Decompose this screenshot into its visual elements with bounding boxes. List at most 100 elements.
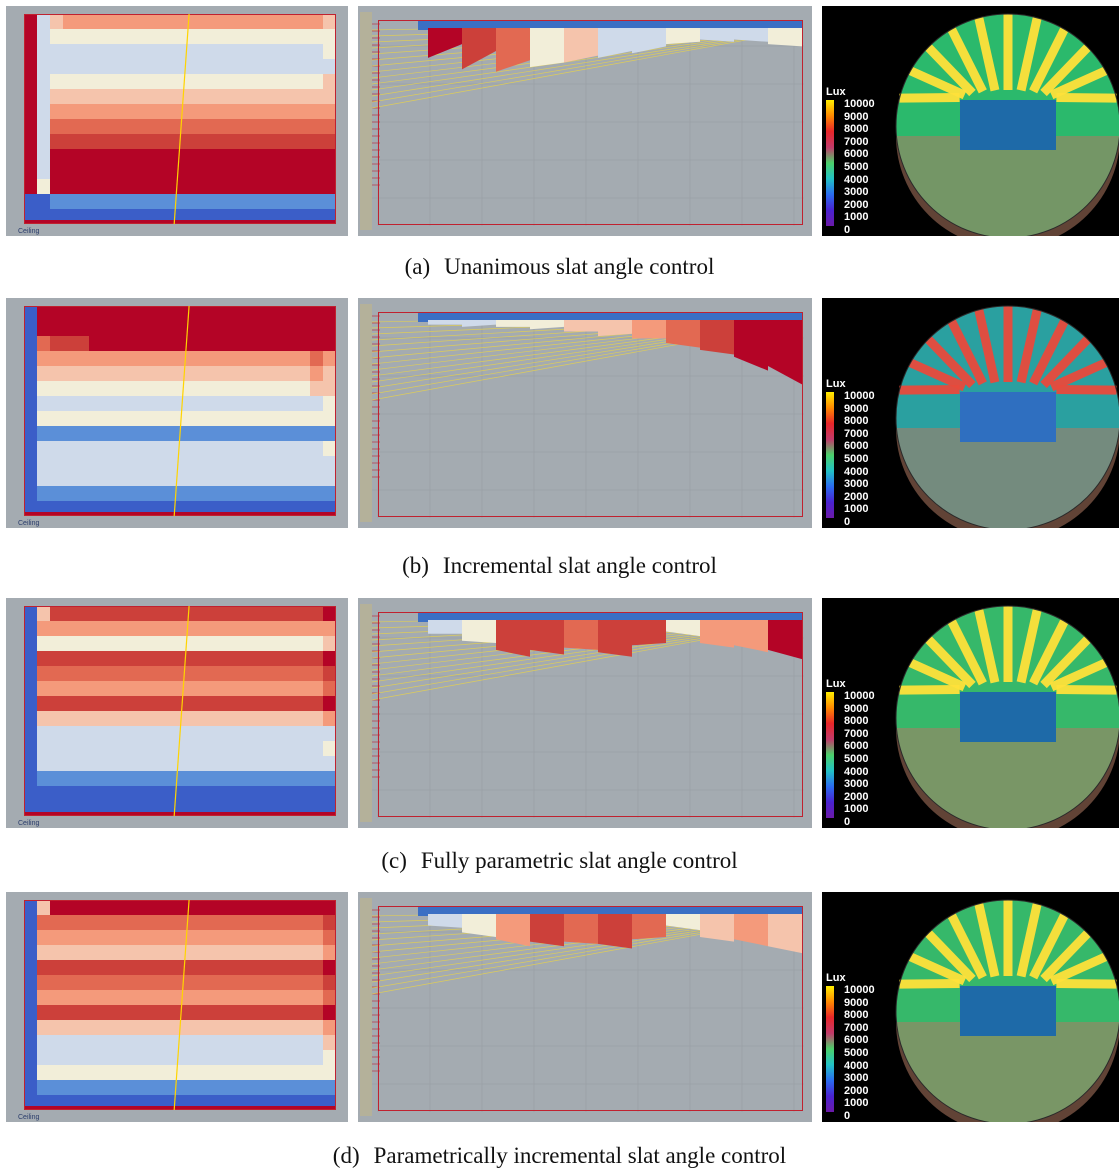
legend-tick: 4000 bbox=[844, 1059, 869, 1072]
heatmap-cell bbox=[271, 426, 285, 442]
heatmap-cell bbox=[167, 351, 181, 367]
heatmap-cell bbox=[245, 681, 259, 697]
illuminance-band bbox=[496, 914, 530, 947]
heatmap-cell bbox=[193, 164, 207, 180]
heatmap-cell bbox=[206, 441, 220, 457]
heatmap-svg bbox=[24, 14, 336, 224]
sun-beam bbox=[908, 952, 967, 986]
heatmap-cell bbox=[115, 411, 129, 427]
heatmap-cell bbox=[154, 975, 168, 991]
heatmap-cell bbox=[206, 486, 220, 502]
heatmap-cell bbox=[89, 471, 103, 487]
heatmap-cell bbox=[206, 1080, 220, 1096]
heatmap-cell bbox=[141, 975, 155, 991]
sun-beam bbox=[1040, 44, 1091, 97]
illuminance-band bbox=[462, 320, 496, 327]
illuminance-band bbox=[462, 914, 496, 937]
heatmap-cell bbox=[271, 179, 285, 195]
heatmap-cell bbox=[284, 134, 298, 150]
heatmap-cell bbox=[102, 441, 116, 457]
heatmap-cell bbox=[102, 900, 116, 916]
legend-unit: Lux bbox=[826, 678, 846, 690]
heatmap-cell bbox=[167, 900, 181, 916]
heatmap-cell bbox=[258, 104, 272, 120]
heatmap-cell bbox=[219, 306, 233, 322]
heatmap-cell bbox=[323, 741, 336, 757]
heatmap-cell bbox=[24, 756, 38, 772]
heatmap-cell bbox=[193, 756, 207, 772]
heatmap-cell bbox=[271, 696, 285, 712]
heatmap-cell bbox=[128, 1035, 142, 1051]
illuminance-band bbox=[564, 914, 598, 944]
heatmap-cell bbox=[245, 149, 259, 165]
heatmap-cell bbox=[24, 44, 38, 60]
caption-label: (c) bbox=[381, 848, 407, 873]
heatmap-cell bbox=[310, 351, 324, 367]
heatmap-cell bbox=[180, 471, 194, 487]
heatmap-cell bbox=[50, 1035, 64, 1051]
heatmap-cell bbox=[193, 149, 207, 165]
heatmap-cell bbox=[128, 606, 142, 622]
heatmap-cell bbox=[115, 666, 129, 682]
heatmap-cell bbox=[284, 426, 298, 442]
heatmap-cell bbox=[37, 975, 51, 991]
heatmap-cell bbox=[180, 321, 194, 337]
heatmap-cell bbox=[219, 351, 233, 367]
illuminance-band bbox=[564, 620, 598, 650]
heatmap-cell bbox=[180, 411, 194, 427]
legend-tick: 0 bbox=[844, 224, 851, 236]
legend-tick: 10000 bbox=[844, 98, 875, 110]
heatmap-cell bbox=[258, 74, 272, 90]
heatmap-cell bbox=[167, 990, 181, 1006]
heatmap-cell bbox=[50, 486, 64, 502]
illuminance-band bbox=[666, 914, 700, 931]
heatmap-cell bbox=[284, 621, 298, 637]
heatmap-cell bbox=[167, 336, 181, 352]
heatmap-cell bbox=[167, 651, 181, 667]
heatmap-cell bbox=[154, 1065, 168, 1081]
illuminance-band bbox=[734, 620, 768, 653]
heatmap-cell bbox=[180, 456, 194, 472]
heatmap-cell bbox=[37, 179, 51, 195]
heatmap-cell bbox=[167, 59, 181, 75]
heatmap-cell bbox=[180, 29, 194, 45]
heatmap-cell bbox=[102, 381, 116, 397]
heatmap-cell bbox=[89, 89, 103, 105]
heatmap-cell bbox=[258, 1020, 272, 1036]
legend-tick: 10000 bbox=[844, 984, 875, 996]
heatmap-cell bbox=[24, 990, 38, 1006]
heatmap-cell bbox=[180, 1035, 194, 1051]
heatmap-cell bbox=[310, 74, 324, 90]
sun-beam bbox=[974, 308, 1000, 384]
heatmap-cell bbox=[50, 441, 64, 457]
illuminance-band bbox=[496, 620, 530, 657]
heatmap-cell bbox=[219, 134, 233, 150]
heatmap-cell bbox=[63, 636, 77, 652]
heatmap-cell bbox=[245, 14, 259, 30]
heatmap-cell bbox=[89, 179, 103, 195]
heatmap-cell bbox=[24, 606, 38, 622]
heatmap-cell bbox=[76, 351, 90, 367]
heatmap-cell bbox=[24, 134, 38, 150]
heatmap-cell bbox=[50, 456, 64, 472]
heatmap-cell bbox=[180, 194, 194, 210]
legend-colorbar bbox=[826, 100, 834, 226]
heatmap-cell bbox=[102, 44, 116, 60]
heatmap-cell bbox=[128, 164, 142, 180]
heatmap-cell bbox=[63, 471, 77, 487]
heatmap-cell bbox=[258, 351, 272, 367]
heatmap-cell bbox=[284, 696, 298, 712]
heatmap-cell bbox=[180, 351, 194, 367]
heatmap-label: Ceiling bbox=[18, 1114, 40, 1121]
heatmap-cell bbox=[102, 915, 116, 931]
heatmap-cell bbox=[232, 915, 246, 931]
heatmap-cell bbox=[232, 756, 246, 772]
heatmap-cell bbox=[102, 456, 116, 472]
heatmap-cell bbox=[193, 456, 207, 472]
heatmap-cell bbox=[63, 975, 77, 991]
legend-tick: 4000 bbox=[844, 765, 869, 778]
heatmap-cell bbox=[167, 411, 181, 427]
heatmap-cell bbox=[232, 164, 246, 180]
heatmap-cell bbox=[284, 456, 298, 472]
room-wall bbox=[960, 986, 1056, 1036]
